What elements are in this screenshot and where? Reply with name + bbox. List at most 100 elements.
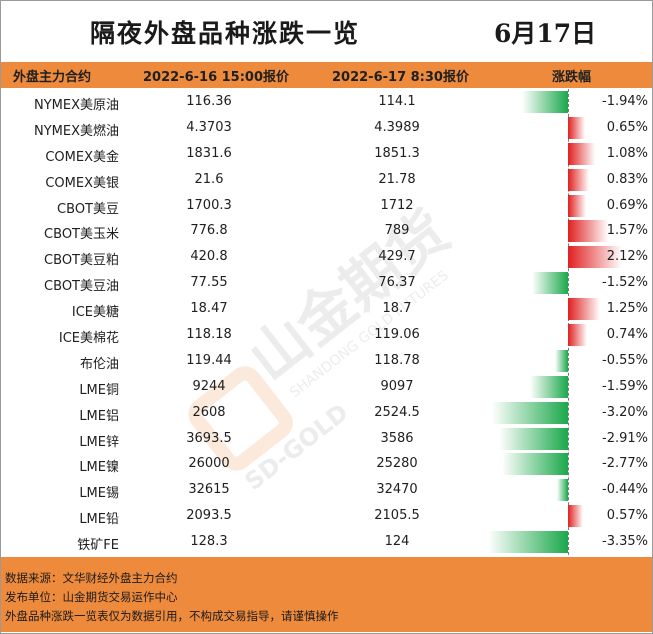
change-percent: 0.83%: [606, 171, 648, 187]
contract-name: CBOT美豆油: [44, 279, 119, 295]
price-1: 18.47: [190, 301, 228, 317]
price-2: 21.78: [378, 171, 416, 187]
change-bar: [568, 220, 608, 243]
price-2: 429.7: [378, 249, 416, 265]
change-bar: [568, 298, 600, 321]
contract-name: LME镍: [79, 460, 119, 476]
price-2: 18.7: [382, 301, 412, 317]
change-bar: [498, 427, 568, 450]
price-2: 1712: [380, 197, 414, 213]
price-1: 77.55: [190, 275, 228, 291]
change-percent: -2.91%: [602, 430, 648, 446]
table-row: COMEX美银 21.6 21.78 0.83%: [1, 167, 652, 193]
price-2: 118.78: [374, 352, 420, 368]
table-row: CBOT美豆油 77.55 76.37 -1.52%: [1, 270, 652, 296]
change-bar: [568, 116, 585, 139]
header-price-1: 2022-6-16 15:00报价: [143, 70, 290, 85]
table-row: NYMEX美燃油 4.3703 4.3989 0.65%: [1, 115, 652, 141]
change-percent: -0.55%: [602, 352, 648, 368]
contract-name: LME锡: [79, 486, 119, 502]
price-2: 1851.3: [374, 145, 420, 161]
contract-name: CBOT美豆: [57, 201, 119, 217]
price-2: 25280: [376, 456, 418, 472]
price-1: 119.44: [186, 352, 232, 368]
table-row: ICE美棉花 118.18 119.06 0.74%: [1, 322, 652, 348]
price-2: 2524.5: [374, 404, 420, 420]
footer-disclaimer: 外盘品种涨跌一览表仅为数据引用，不构成交易指导，请谨慎操作: [5, 609, 339, 623]
contract-name: COMEX美银: [45, 175, 119, 191]
change-bar: [568, 142, 596, 165]
table-row: CBOT美玉米 776.8 789 1.57%: [1, 218, 652, 244]
table-row: LME镍 26000 25280 -2.77%: [1, 451, 652, 477]
footer-source: 数据来源：文华财经外盘主力合约: [5, 571, 178, 585]
price-1: 2608: [192, 404, 226, 420]
change-bar: [568, 505, 583, 528]
contract-name: LME铜: [79, 382, 119, 398]
change-bar: [491, 401, 568, 424]
change-bar: [554, 349, 568, 372]
price-2: 76.37: [378, 275, 416, 291]
contract-name: 布伦油: [79, 356, 119, 372]
price-2: 119.06: [374, 327, 420, 343]
change-percent: 2.12%: [606, 249, 648, 265]
title-row: 隔夜外盘品种涨跌一览 6月17日: [0, 0, 653, 62]
price-2: 3586: [380, 430, 414, 446]
table-row: COMEX美金 1831.6 1851.3 1.08%: [1, 141, 652, 167]
page-title: 隔夜外盘品种涨跌一览: [90, 19, 361, 48]
price-1: 32615: [188, 482, 230, 498]
change-bar: [501, 453, 568, 476]
price-2: 9097: [380, 378, 414, 394]
price-1: 1831.6: [186, 145, 232, 161]
price-1: 1700.3: [186, 197, 232, 213]
change-percent: -1.59%: [602, 378, 648, 394]
change-percent: 1.08%: [606, 145, 648, 161]
change-bar: [531, 272, 568, 295]
table-row: CBOT美豆 1700.3 1712 0.69%: [1, 193, 652, 219]
change-bar: [521, 91, 568, 113]
price-1: 128.3: [190, 534, 228, 550]
change-bar: [568, 246, 622, 269]
price-1: 4.3703: [186, 119, 232, 135]
price-1: 3693.5: [186, 430, 232, 446]
contract-name: CBOT美豆粕: [44, 253, 119, 269]
change-bar: [488, 531, 568, 554]
price-1: 116.36: [186, 94, 232, 109]
change-percent: -3.20%: [602, 404, 648, 420]
table-header: 外盘主力合约 2022-6-16 15:00报价 2022-6-17 8:30报…: [1, 62, 652, 88]
change-percent: 0.57%: [606, 508, 648, 524]
price-1: 9244: [192, 378, 226, 394]
table-body: NYMEX美原油 116.36 114.1 -1.94% NYMEX美燃油 4.3703 4…: [1, 89, 652, 555]
report-date: 6月17日: [494, 19, 597, 48]
header-change: 涨跌幅: [552, 70, 592, 85]
contract-name: NYMEX美原油: [33, 98, 119, 113]
price-1: 21.6: [194, 171, 224, 187]
contract-name: COMEX美金: [45, 149, 119, 165]
table-row: LME锡 32615 32470 -0.44%: [1, 477, 652, 503]
change-percent: -2.77%: [602, 456, 648, 472]
price-2: 789: [384, 223, 410, 239]
header-price-2: 2022-6-17 8:30报价: [332, 70, 469, 85]
change-percent: 0.65%: [606, 119, 648, 135]
table-row: LME铝 2608 2524.5 -3.20%: [1, 400, 652, 426]
change-percent: 1.25%: [606, 301, 648, 317]
price-2: 114.1: [378, 94, 416, 109]
change-percent: -1.94%: [602, 94, 648, 109]
contract-name: ICE美糖: [71, 305, 119, 321]
price-2: 124: [384, 534, 410, 550]
price-1: 26000: [188, 456, 230, 472]
contract-name: LME锌: [79, 434, 119, 450]
contract-name: LME铅: [79, 512, 119, 528]
table-row: ICE美糖 18.47 18.7 1.25%: [1, 296, 652, 322]
change-bar: [568, 194, 586, 217]
table-row: 布伦油 119.44 118.78 -0.55%: [1, 348, 652, 374]
change-bar: [568, 324, 587, 347]
price-2: 2105.5: [374, 508, 420, 524]
price-1: 420.8: [190, 249, 228, 265]
contract-name: 铁矿FE: [77, 538, 119, 554]
footer: 数据来源：文华财经外盘主力合约 发布单位：山金期货交易运作中心 外盘品种涨跌一览…: [1, 557, 652, 632]
price-2: 32470: [376, 482, 418, 498]
change-percent: -1.52%: [602, 275, 648, 291]
price-2: 4.3989: [374, 119, 420, 135]
header-name: 外盘主力合约: [13, 70, 92, 85]
zero-axis-line: [568, 89, 569, 555]
